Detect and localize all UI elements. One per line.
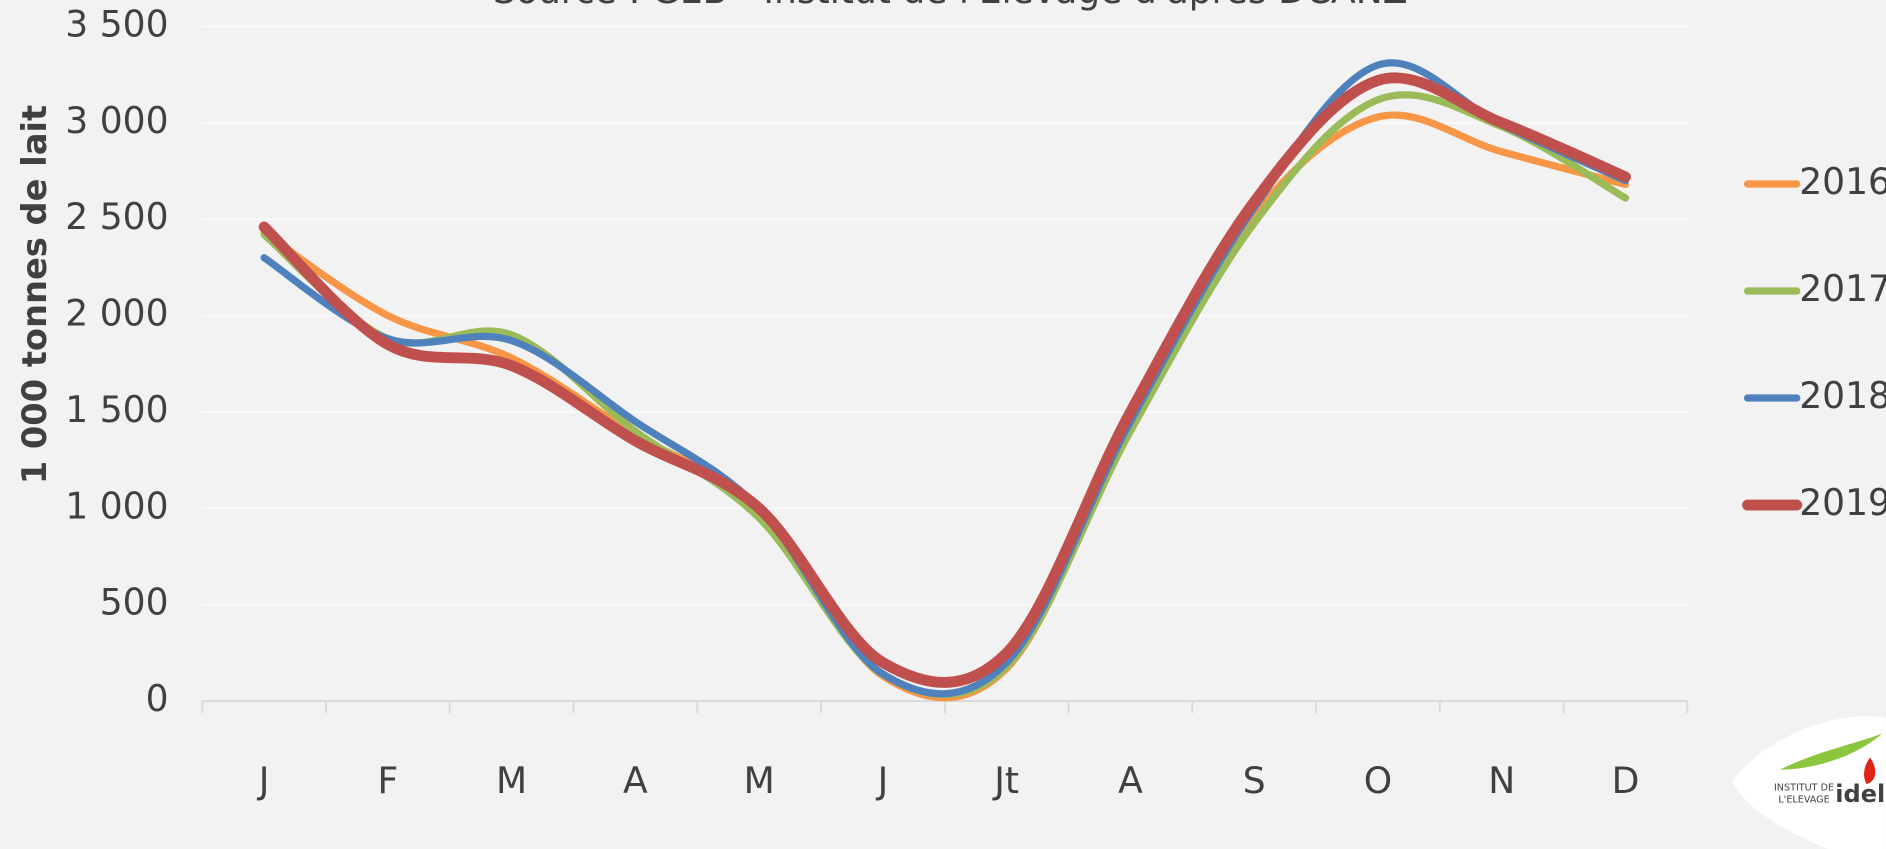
- legend-label: 2016: [1799, 161, 1886, 203]
- legend-label: 2019: [1799, 482, 1886, 524]
- x-tick-label: F: [377, 760, 398, 802]
- x-tick-label: A: [623, 760, 648, 802]
- x-tick-label: N: [1488, 760, 1515, 802]
- y-tick-label: 500: [100, 582, 169, 624]
- legend-label: 2017: [1799, 268, 1886, 310]
- logo-swoosh: [1779, 733, 1883, 770]
- y-tick-label: 3 500: [65, 3, 168, 45]
- y-axis-title: 1 000 tonnes de lait: [15, 105, 54, 484]
- legend-label: 2018: [1799, 375, 1886, 417]
- y-tick-label: 0: [146, 678, 169, 720]
- y-tick-label: 1 000: [65, 485, 168, 527]
- logo-text: L'ELEVAGE: [1778, 795, 1829, 806]
- logo-brand: idele: [1835, 780, 1886, 808]
- x-tick-label: D: [1612, 760, 1640, 802]
- x-tick-label: S: [1243, 760, 1266, 802]
- x-tick-label: M: [496, 760, 527, 802]
- x-tick-label: A: [1118, 760, 1143, 802]
- x-tick-label: J: [876, 760, 889, 802]
- logo-drop: [1863, 757, 1876, 785]
- y-tick-label: 2 000: [65, 293, 168, 335]
- y-tick-label: 3 000: [65, 100, 168, 142]
- y-tick-label: 1 500: [65, 389, 168, 431]
- x-tick-label: O: [1364, 760, 1392, 802]
- x-tick-label: Jt: [992, 760, 1019, 802]
- chart-subtitle: Source : GEB - Institut de l'Elevage d'a…: [493, 0, 1407, 12]
- series-line: [258, 72, 1631, 688]
- x-tick-label: M: [744, 760, 775, 802]
- series-line: [260, 59, 1630, 698]
- logo: INSTITUT DE L'ELEVAGE idele: [1731, 716, 1886, 849]
- y-tick-label: 2 500: [65, 196, 168, 238]
- logo-text: INSTITUT DE: [1774, 783, 1834, 794]
- x-tick-label: J: [257, 760, 270, 802]
